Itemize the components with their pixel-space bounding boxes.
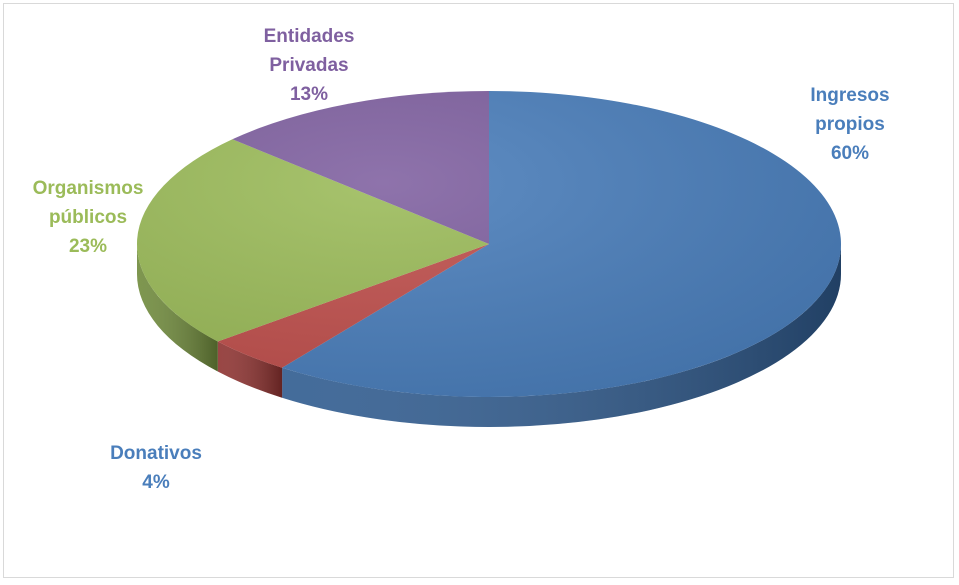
- pie-top-shading: [137, 91, 841, 397]
- pie-chart: Ingresos propios 60% Donativos 4% Organismos p…: [33, 26, 890, 493]
- slice-percent-label: 23%: [69, 236, 107, 257]
- slice-label: Entidades Privadas 13%: [264, 26, 355, 105]
- slice-category-label: públicos: [49, 207, 127, 228]
- slice-label: Organismos públicos 23%: [33, 178, 144, 257]
- pie-slice-side-shade: [137, 244, 218, 372]
- slice-category-label: Privadas: [269, 55, 348, 76]
- pie-slice-side-shade: [282, 244, 841, 427]
- slice-percent-label: 13%: [290, 84, 328, 105]
- pie-slice-side-shade: [217, 341, 283, 398]
- slice-percent-label: 60%: [831, 143, 869, 164]
- slice-label: Ingresos propios 60%: [810, 85, 889, 164]
- slice-category-label: Organismos: [33, 178, 144, 199]
- slice-category-label: Ingresos: [810, 85, 889, 106]
- chart-area: Ingresos propios 60% Donativos 4% Organismos p…: [3, 3, 954, 578]
- slice-category-label: Donativos: [110, 443, 202, 464]
- slice-category-label: propios: [815, 114, 885, 135]
- slice-label: Donativos 4%: [110, 443, 202, 493]
- slice-category-label: Entidades: [264, 26, 355, 47]
- slice-percent-label: 4%: [142, 472, 170, 493]
